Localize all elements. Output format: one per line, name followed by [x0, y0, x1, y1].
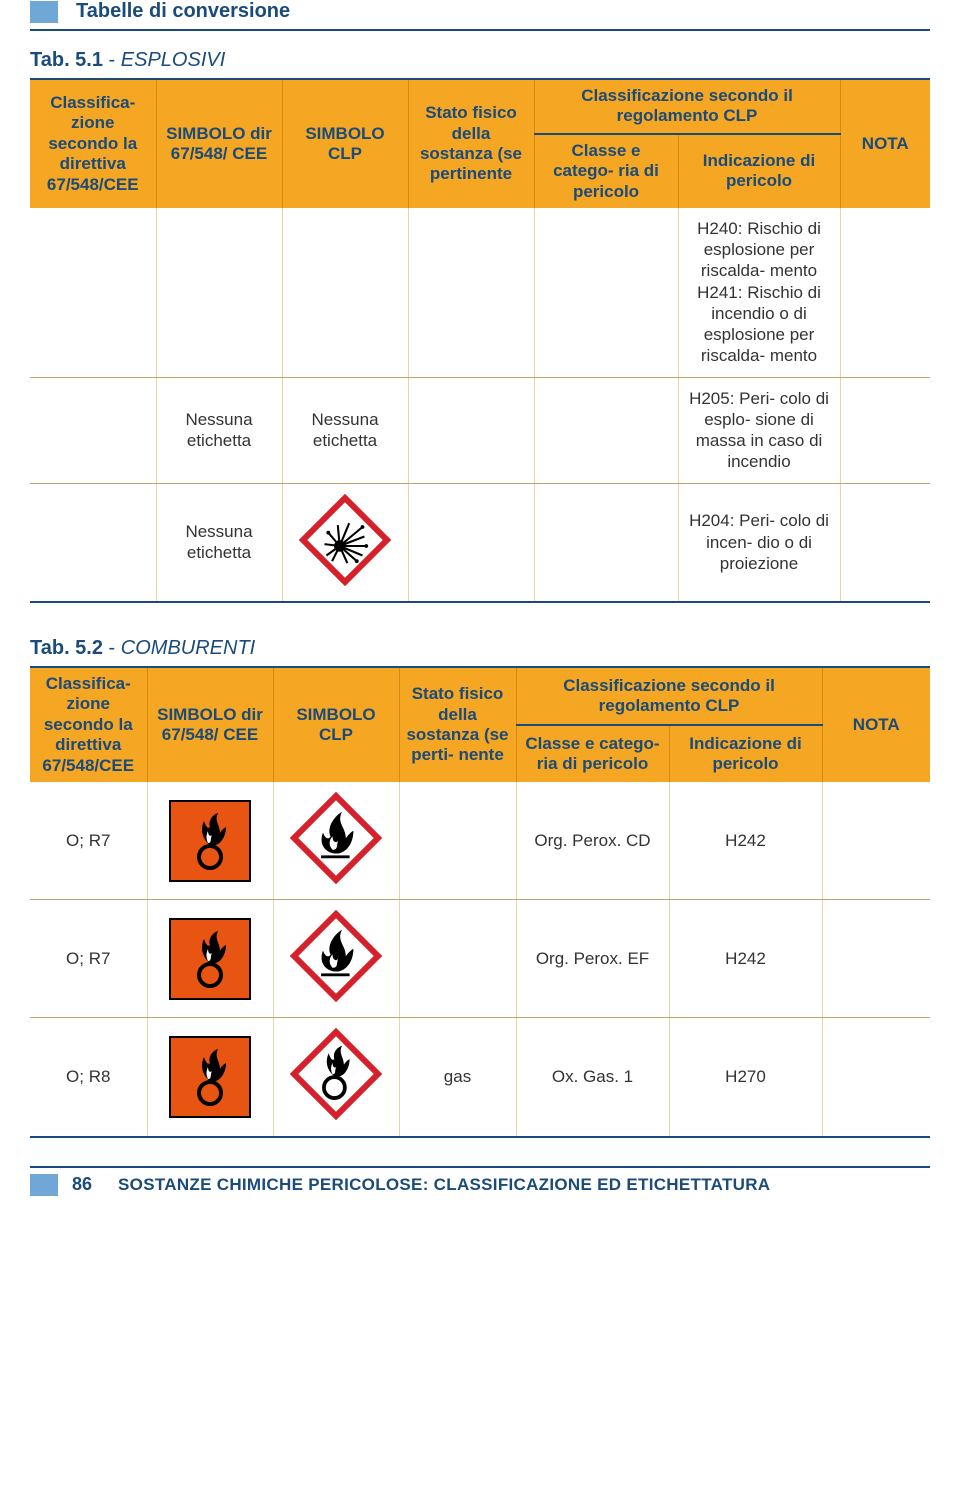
cell: Org. Perox. CD [516, 782, 669, 900]
cell-pictogram [273, 900, 399, 1018]
cell: O; R8 [30, 1018, 147, 1137]
table-51-caption: Tab. 5.1 - ESPLOSIVI [30, 49, 930, 72]
flame-over-circle-orange-icon [169, 1036, 251, 1118]
table-52: Classifica- zione secondo la direttiva 6… [30, 666, 930, 1138]
cell: Nessuna etichetta [282, 377, 408, 483]
th-col1: Classifica- zione secondo la direttiva 6… [30, 667, 147, 782]
th-col2: SIMBOLO dir 67/548/ CEE [147, 667, 273, 782]
cell [840, 483, 930, 602]
cell [30, 377, 156, 483]
th-col3: SIMBOLO CLP [273, 667, 399, 782]
table-row: H240: Rischio di esplosione per riscalda… [30, 208, 930, 377]
cell: H270 [669, 1018, 822, 1137]
flame-over-circle-orange-icon [169, 800, 251, 882]
page-footer: 86 SOSTANZE CHIMICHE PERICOLOSE: CLASSIF… [30, 1166, 930, 1196]
th-col1: Classifica- zione secondo la direttiva 6… [30, 79, 156, 208]
header-accent-box [30, 1, 58, 23]
flame-clp-icon [290, 910, 382, 1002]
cell: H205: Peri- colo di esplo- sione di mass… [678, 377, 840, 483]
th-group: Classificazione secondo il regolamento C… [516, 667, 822, 725]
th-col7: NOTA [822, 667, 930, 782]
cell: H242 [669, 782, 822, 900]
cell-pictogram [147, 900, 273, 1018]
cell [399, 900, 516, 1018]
table-row: O; R8 gas Ox. Gas. 1 H270 [30, 1018, 930, 1137]
flame-clp-icon [290, 792, 382, 884]
cell [30, 208, 156, 377]
th-col5: Classe e catego- ria di pericolo [516, 725, 669, 782]
section-header: Tabelle di conversione [30, 0, 930, 31]
cell [840, 208, 930, 377]
th-col2: SIMBOLO dir 67/548/ CEE [156, 79, 282, 208]
flame-over-circle-orange-icon [169, 918, 251, 1000]
cell [30, 483, 156, 602]
cell-pictogram [147, 1018, 273, 1137]
cell [822, 782, 930, 900]
table-52-caption-sep: - [103, 637, 121, 659]
cell [822, 900, 930, 1018]
cell: gas [399, 1018, 516, 1137]
table-52-caption: Tab. 5.2 - COMBURENTI [30, 637, 930, 660]
cell [840, 377, 930, 483]
cell: H204: Peri- colo di incen- dio o di proi… [678, 483, 840, 602]
cell [408, 483, 534, 602]
table-row: O; R7 Org. Perox. CD H242 [30, 782, 930, 900]
table-52-caption-num: Tab. 5.2 [30, 637, 103, 659]
th-col6: Indicazione di pericolo [678, 134, 840, 208]
table-51-caption-num: Tab. 5.1 [30, 49, 103, 71]
cell: Ox. Gas. 1 [516, 1018, 669, 1137]
cell: O; R7 [30, 900, 147, 1018]
cell [282, 208, 408, 377]
cell-pictogram [147, 782, 273, 900]
cell [822, 1018, 930, 1137]
cell: H242 [669, 900, 822, 1018]
table-51: Classifica- zione secondo la direttiva 6… [30, 78, 930, 603]
cell [399, 782, 516, 900]
th-col7: NOTA [840, 79, 930, 208]
th-col6: Indicazione di pericolo [669, 725, 822, 782]
cell [534, 377, 678, 483]
th-col5: Classe e catego- ria di pericolo [534, 134, 678, 208]
cell-pictogram [282, 483, 408, 602]
table-row: Nessuna etichetta H204: Peri- colo di in… [30, 483, 930, 602]
footer-accent-box [30, 1174, 58, 1196]
section-title: Tabelle di conversione [76, 0, 290, 23]
th-group: Classificazione secondo il regolamento C… [534, 79, 840, 134]
cell: Nessuna etichetta [156, 377, 282, 483]
cell [534, 208, 678, 377]
cell [408, 208, 534, 377]
cell: Nessuna etichetta [156, 483, 282, 602]
table-51-caption-sep: - [103, 49, 121, 71]
explosion-clp-icon [299, 494, 391, 586]
cell-pictogram [273, 1018, 399, 1137]
cell [534, 483, 678, 602]
page-number: 86 [72, 1174, 92, 1195]
table-row: Nessuna etichetta Nessuna etichetta H205… [30, 377, 930, 483]
flame-over-circle-clp-icon [290, 1028, 382, 1120]
th-col4: Stato fisico della sostanza (se pertinen… [408, 79, 534, 208]
cell [408, 377, 534, 483]
th-col4: Stato fisico della sostanza (se perti- n… [399, 667, 516, 782]
th-col3: SIMBOLO CLP [282, 79, 408, 208]
cell: Org. Perox. EF [516, 900, 669, 1018]
cell [156, 208, 282, 377]
table-51-caption-name: ESPLOSIVI [121, 49, 226, 71]
cell: H240: Rischio di esplosione per riscalda… [678, 208, 840, 377]
table-52-caption-name: COMBURENTI [121, 637, 255, 659]
cell: O; R7 [30, 782, 147, 900]
table-row: O; R7 Org. Perox. EF H242 [30, 900, 930, 1018]
cell-pictogram [273, 782, 399, 900]
footer-title: SOSTANZE CHIMICHE PERICOLOSE: CLASSIFICA… [118, 1175, 770, 1195]
